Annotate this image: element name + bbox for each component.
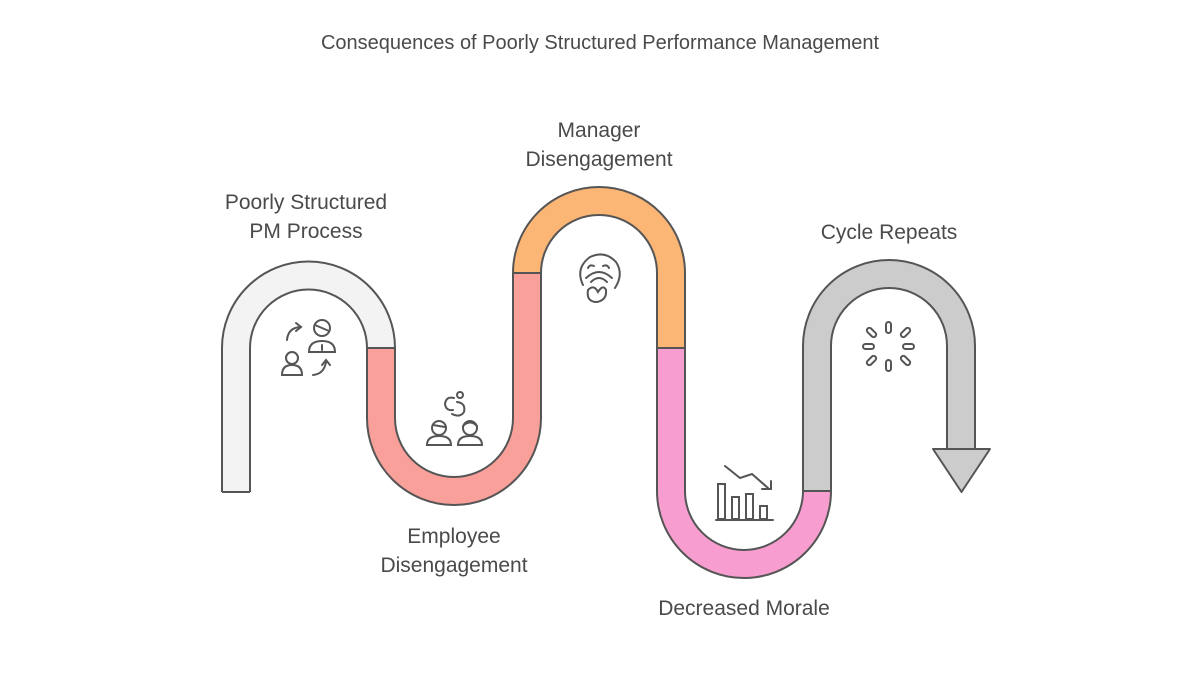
label-line: PM Process (249, 220, 363, 243)
label-line: Disengagement (525, 148, 673, 171)
label-line: Employee (407, 525, 501, 548)
segment-pm-process (221, 260, 396, 492)
declining-chart-icon (715, 465, 774, 521)
segment-dividers (222, 272, 831, 493)
label-line: Decreased Morale (658, 597, 830, 620)
label-cycle-repeats: Cycle Repeats (759, 218, 1019, 247)
label-line: Cycle Repeats (820, 221, 958, 244)
label-decreased-morale: Decreased Morale (614, 594, 874, 623)
arrowhead (932, 448, 991, 493)
segment-employee-disengagement (366, 273, 542, 506)
loading-spinner-icon (862, 321, 915, 372)
label-line: Disengagement (380, 554, 528, 577)
people-cycle-icon (280, 319, 337, 376)
segment-cycle-repeats (802, 259, 976, 491)
label-employee-disengagement: Employee Disengagement (324, 522, 584, 580)
yawning-face-icon (579, 253, 621, 304)
disconnected-people-icon (425, 391, 484, 446)
segment-manager-disengagement (512, 186, 686, 348)
diagram-title: Consequences of Poorly Structured Perfor… (320, 32, 880, 54)
label-manager-disengagement: Manager Disengagement (469, 116, 729, 174)
label-line: Manager (557, 119, 641, 142)
label-pm-process: Poorly Structured PM Process (176, 188, 436, 246)
segment-decreased-morale (656, 348, 832, 579)
label-line: Poorly Structured (224, 191, 388, 214)
